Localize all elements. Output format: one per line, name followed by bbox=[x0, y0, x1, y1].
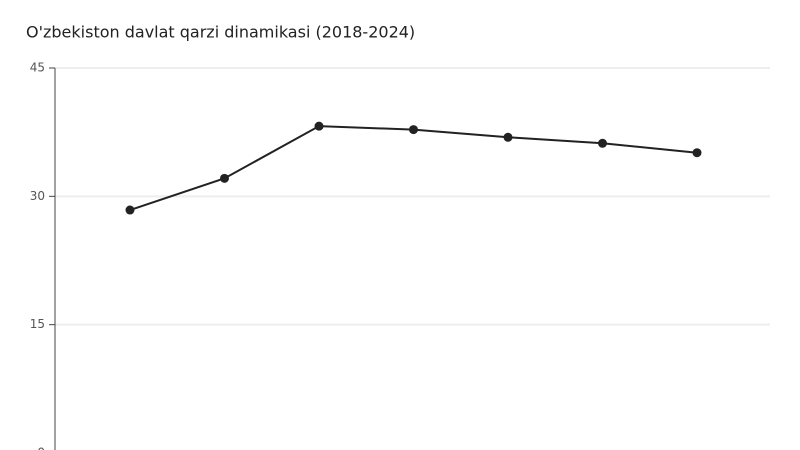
y-tick-label: 0 bbox=[37, 446, 45, 450]
point bbox=[598, 138, 607, 148]
point bbox=[503, 132, 513, 142]
chart-title: O'zbekiston davlat qarzi dinamikasi (201… bbox=[26, 23, 415, 42]
point bbox=[125, 205, 135, 215]
line bbox=[129, 125, 698, 211]
point bbox=[314, 121, 324, 131]
point bbox=[220, 173, 229, 183]
y-tick-label: 15 bbox=[30, 317, 45, 331]
point bbox=[409, 125, 418, 135]
y-tick-label: 30 bbox=[30, 189, 45, 203]
y-tick-label: 45 bbox=[30, 61, 45, 75]
point bbox=[692, 148, 702, 158]
